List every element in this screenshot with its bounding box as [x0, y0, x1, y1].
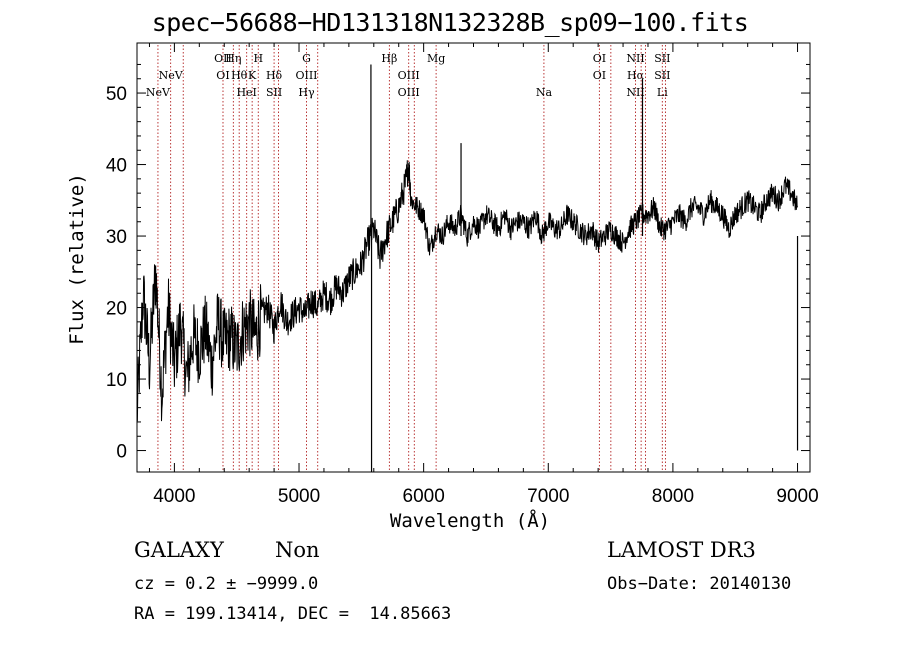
line-marker-label: K	[248, 69, 257, 82]
object-class: GALAXY	[134, 538, 224, 562]
line-marker-label: NII	[626, 86, 644, 99]
line-marker-label: NeV	[146, 86, 171, 99]
line-marker-label: OIII	[398, 69, 420, 82]
y-tick-label: 10	[106, 370, 127, 391]
line-marker-label: Hθ	[231, 69, 248, 82]
emission-line-markers: NeVNeVOIIOIHηHθHeIKHHδSIIGOIIIHγHβOIIIOI…	[146, 45, 670, 472]
x-tick-label: 6000	[403, 486, 445, 507]
x-tick-label: 8000	[652, 486, 694, 507]
object-subclass: Non	[275, 538, 320, 562]
y-tick-label: 0	[116, 442, 127, 463]
x-tick-label: 9000	[776, 486, 818, 507]
line-marker-label: Hη	[225, 52, 241, 65]
y-tick-label: 50	[106, 84, 127, 105]
line-marker-label: SII	[654, 69, 670, 82]
line-marker-label: HeI	[236, 86, 256, 99]
line-marker-label: NII	[626, 52, 644, 65]
line-marker-label: G	[302, 52, 311, 65]
line-marker-label: OI	[593, 52, 606, 65]
spectrum-line	[136, 160, 798, 422]
y-axis-label: Flux (relative)	[66, 173, 88, 345]
line-marker-label: Hγ	[298, 86, 315, 99]
y-tick-label: 20	[106, 299, 127, 320]
line-marker-label: Na	[536, 86, 553, 99]
line-marker-label: SII	[266, 86, 282, 99]
survey-name: LAMOST DR3	[607, 538, 756, 562]
obs-date: Obs−Date: 20140130	[607, 574, 792, 594]
redshift-cz: cz = 0.2 ± −9999.0	[134, 574, 319, 594]
chart-title: spec−56688−HD131318N132328B_sp09−100.fit…	[151, 8, 749, 37]
line-marker-label: OI	[216, 69, 229, 82]
line-marker-label: H	[253, 52, 263, 65]
spectrum-series	[136, 64, 799, 472]
line-marker-label: OIII	[398, 86, 420, 99]
line-marker-label: Hβ	[381, 52, 397, 65]
line-marker-label: OII	[214, 52, 232, 65]
y-tick-label: 40	[106, 156, 127, 177]
x-tick-label: 7000	[527, 486, 569, 507]
plot-frame	[136, 42, 811, 473]
ra-dec: RA = 199.13414, DEC = 14.85663	[134, 604, 452, 624]
line-marker-label: OIII	[295, 69, 317, 82]
x-axis-label: Wavelength (Å)	[389, 510, 551, 532]
line-marker-label: Mg	[427, 52, 445, 65]
line-marker-label: Hα	[627, 69, 645, 82]
line-marker-label: SII	[654, 52, 670, 65]
y-tick-label: 30	[106, 227, 127, 248]
line-marker-label: NeV	[159, 69, 184, 82]
line-marker-label: OI	[593, 69, 606, 82]
axis-ticks: 4000 5000 6000 7000 8000 9000 0 10 20 30 40 50	[106, 43, 819, 507]
line-marker-label: Hδ	[266, 69, 283, 82]
line-marker-label: Li	[657, 86, 668, 99]
x-tick-label: 5000	[278, 486, 320, 507]
x-tick-label: 4000	[153, 486, 195, 507]
